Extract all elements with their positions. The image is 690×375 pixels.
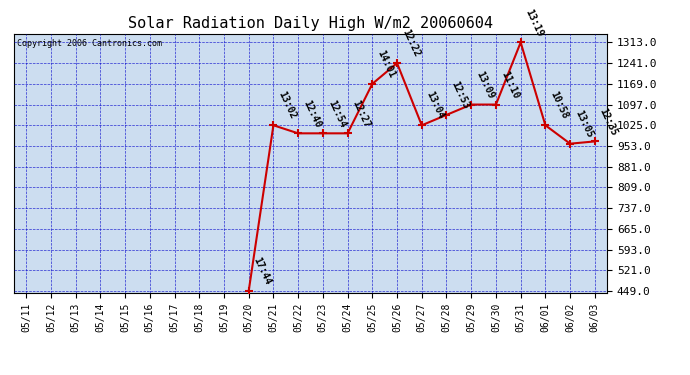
Text: 13:04: 13:04 [425, 90, 446, 121]
Text: 14:01: 14:01 [375, 49, 397, 80]
Text: Copyright 2006 Cantronics.com: Copyright 2006 Cantronics.com [17, 39, 161, 48]
Text: 17:44: 17:44 [252, 256, 273, 287]
Text: 12:35: 12:35 [598, 106, 620, 137]
Text: 12:22: 12:22 [400, 28, 422, 59]
Text: 13:19: 13:19 [524, 7, 545, 38]
Text: 13:09: 13:09 [474, 69, 495, 100]
Text: 10:58: 10:58 [549, 90, 570, 121]
Title: Solar Radiation Daily High W/m2 20060604: Solar Radiation Daily High W/m2 20060604 [128, 16, 493, 31]
Text: 13:02: 13:02 [277, 90, 298, 121]
Text: 12:27: 12:27 [351, 98, 372, 129]
Text: 12:40: 12:40 [301, 98, 323, 129]
Text: 13:05: 13:05 [573, 108, 595, 140]
Text: 12:54: 12:54 [326, 98, 347, 129]
Text: 12:53: 12:53 [449, 80, 471, 111]
Text: 11:10: 11:10 [499, 69, 520, 100]
